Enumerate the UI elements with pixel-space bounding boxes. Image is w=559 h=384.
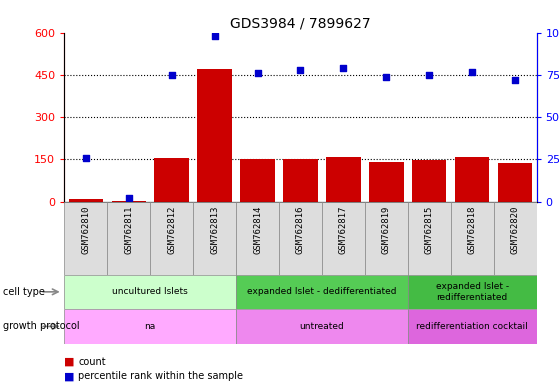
Point [339,65,348,71]
Point [81,155,90,161]
Text: growth protocol: growth protocol [3,321,79,331]
Bar [236,202,279,275]
Point [210,33,219,39]
Bar [408,202,451,275]
Bar [408,309,537,344]
Bar [412,160,447,202]
Point [382,73,391,79]
Bar [283,159,318,202]
Bar [64,275,236,309]
Text: GSM762813: GSM762813 [210,205,219,253]
Bar [107,202,150,275]
Point [468,68,477,74]
Bar [240,159,274,202]
Point [425,72,434,78]
Bar [408,275,537,309]
Bar [154,158,189,202]
Bar [197,69,232,202]
Text: GSM762810: GSM762810 [81,205,90,253]
Text: untreated: untreated [300,322,344,331]
Bar [112,201,146,202]
Point [167,72,176,78]
Text: percentile rank within the sample: percentile rank within the sample [78,371,243,381]
Text: redifferentiation cocktail: redifferentiation cocktail [416,322,528,331]
Text: ■: ■ [64,371,75,381]
Bar [236,309,408,344]
Bar [365,202,408,275]
Text: GSM762811: GSM762811 [124,205,133,253]
Bar [451,202,494,275]
Point [511,77,520,83]
Text: GSM762815: GSM762815 [425,205,434,253]
Bar [455,157,490,202]
Bar [64,202,107,275]
Text: ■: ■ [64,357,75,367]
Text: uncultured Islets: uncultured Islets [112,287,188,296]
Text: count: count [78,357,106,367]
Point [253,70,262,76]
Bar [494,202,537,275]
Text: GSM762812: GSM762812 [167,205,176,253]
Title: GDS3984 / 7899627: GDS3984 / 7899627 [230,16,371,30]
Bar [279,202,322,275]
Text: GSM762816: GSM762816 [296,205,305,253]
Text: na: na [145,322,156,331]
Bar [322,202,365,275]
Bar [69,199,103,202]
Text: cell type: cell type [3,287,45,297]
Bar [193,202,236,275]
Text: GSM762820: GSM762820 [511,205,520,253]
Bar [498,163,532,202]
Bar [369,162,404,202]
Bar [64,309,236,344]
Text: GSM762819: GSM762819 [382,205,391,253]
Text: GSM762818: GSM762818 [468,205,477,253]
Text: GSM762814: GSM762814 [253,205,262,253]
Text: expanded Islet - dedifferentiated: expanded Islet - dedifferentiated [247,287,397,296]
Point [296,67,305,73]
Bar [150,202,193,275]
Text: expanded Islet -
redifferentiated: expanded Islet - redifferentiated [435,282,509,301]
Bar [236,275,408,309]
Point [124,195,133,201]
Text: GSM762817: GSM762817 [339,205,348,253]
Bar [326,157,361,202]
